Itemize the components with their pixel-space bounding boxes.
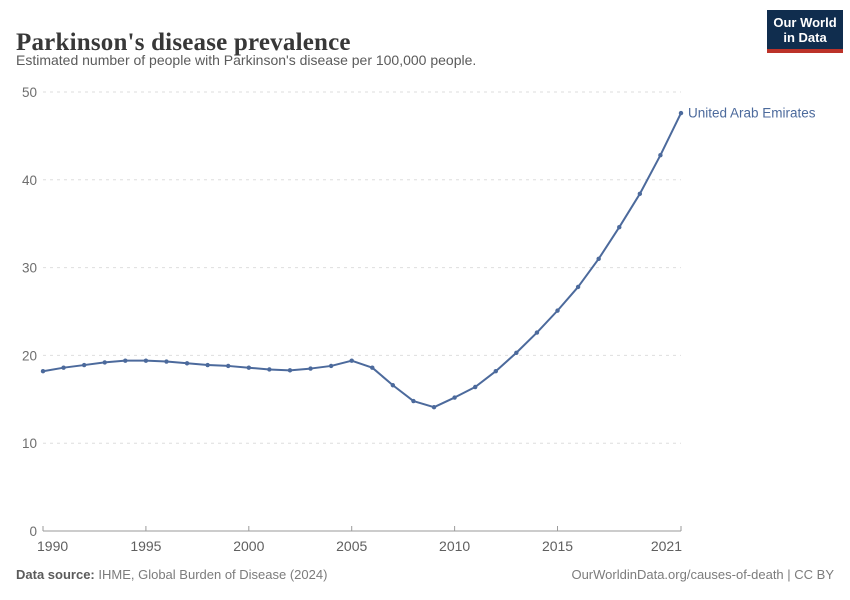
chart-footer: Data source: IHME, Global Burden of Dise…	[16, 567, 834, 582]
y-tick-label: 0	[29, 524, 37, 539]
data-point[interactable]	[493, 369, 498, 374]
data-source-label: Data source:	[16, 567, 95, 582]
x-tick-label: 2015	[542, 538, 573, 554]
data-point[interactable]	[411, 398, 416, 404]
owid-logo-line2: in Data	[783, 30, 827, 45]
data-point[interactable]	[267, 367, 272, 372]
data-point[interactable]	[390, 383, 396, 388]
data-point[interactable]	[143, 358, 149, 363]
data-point[interactable]	[678, 110, 684, 116]
owid-logo-line1: Our World	[773, 15, 837, 30]
data-point[interactable]	[40, 369, 46, 374]
data-point[interactable]	[555, 308, 560, 313]
data-point[interactable]	[514, 350, 519, 355]
x-tick-label: 1990	[37, 538, 68, 554]
data-point[interactable]	[472, 384, 478, 390]
x-tick-label: 2010	[439, 538, 470, 554]
data-point[interactable]	[328, 363, 334, 369]
owid-logo[interactable]: Our World in Data	[767, 10, 843, 53]
data-point[interactable]	[123, 358, 128, 363]
y-tick-label: 20	[22, 348, 37, 363]
data-point[interactable]	[164, 359, 169, 364]
data-point[interactable]	[431, 405, 437, 410]
data-point[interactable]	[349, 358, 354, 363]
page-title: Parkinson's disease prevalence	[16, 28, 351, 56]
data-point[interactable]	[102, 360, 107, 365]
data-source-text: IHME, Global Burden of Disease (2024)	[98, 567, 328, 582]
y-tick-label: 50	[22, 85, 37, 100]
data-point[interactable]	[452, 395, 457, 400]
data-source[interactable]: Data source: IHME, Global Burden of Dise…	[16, 567, 327, 582]
data-point[interactable]	[81, 362, 87, 368]
x-tick-label: 1995	[130, 538, 161, 554]
series-label[interactable]: United Arab Emirates	[688, 106, 816, 121]
y-tick-label: 40	[22, 173, 37, 188]
y-tick-label: 30	[22, 261, 37, 276]
data-point[interactable]	[617, 225, 622, 230]
data-point[interactable]	[370, 365, 375, 370]
chart-subtitle: Estimated number of people with Parkinso…	[16, 52, 477, 68]
data-point[interactable]	[308, 366, 313, 371]
data-point[interactable]	[658, 153, 663, 158]
data-point[interactable]	[287, 368, 293, 373]
data-point[interactable]	[596, 256, 601, 262]
data-point[interactable]	[205, 362, 210, 368]
data-point[interactable]	[246, 365, 252, 370]
data-point[interactable]	[61, 365, 66, 370]
credit-link[interactable]: OurWorldinData.org/causes-of-death | CC …	[571, 567, 834, 582]
data-point[interactable]	[226, 363, 231, 369]
data-point[interactable]	[575, 284, 581, 290]
x-tick-label: 2021	[651, 538, 682, 554]
data-point[interactable]	[637, 191, 643, 197]
data-point[interactable]	[534, 330, 540, 335]
x-tick-label: 2000	[233, 538, 264, 554]
y-tick-label: 10	[22, 436, 37, 451]
x-tick-label: 2005	[336, 538, 367, 554]
data-point[interactable]	[184, 361, 190, 366]
data-line[interactable]	[42, 112, 682, 409]
